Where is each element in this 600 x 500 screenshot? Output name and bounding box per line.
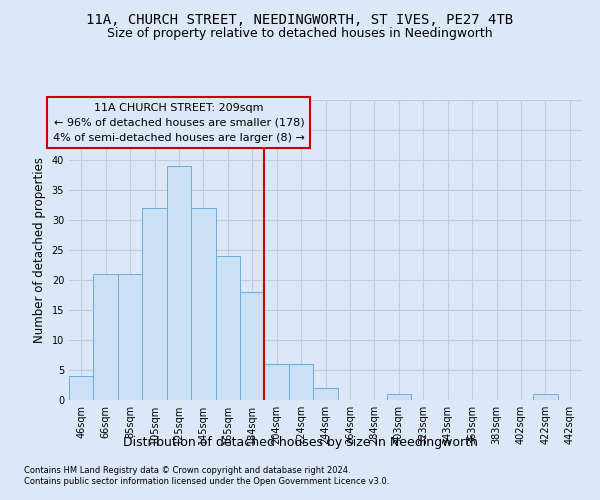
Bar <box>118 274 142 400</box>
Text: Distribution of detached houses by size in Needingworth: Distribution of detached houses by size … <box>122 436 478 449</box>
Bar <box>240 292 265 400</box>
Text: Contains public sector information licensed under the Open Government Licence v3: Contains public sector information licen… <box>24 477 389 486</box>
Bar <box>69 376 94 400</box>
Text: Contains HM Land Registry data © Crown copyright and database right 2024.: Contains HM Land Registry data © Crown c… <box>24 466 350 475</box>
Bar <box>289 364 313 400</box>
Y-axis label: Number of detached properties: Number of detached properties <box>33 157 46 343</box>
Bar <box>94 274 118 400</box>
Bar <box>313 388 338 400</box>
Text: Size of property relative to detached houses in Needingworth: Size of property relative to detached ho… <box>107 26 493 40</box>
Bar <box>386 394 411 400</box>
Bar <box>215 256 240 400</box>
Bar <box>191 208 215 400</box>
Bar <box>533 394 557 400</box>
Bar <box>142 208 167 400</box>
Text: 11A CHURCH STREET: 209sqm
← 96% of detached houses are smaller (178)
4% of semi-: 11A CHURCH STREET: 209sqm ← 96% of detac… <box>53 103 305 142</box>
Bar <box>265 364 289 400</box>
Text: 11A, CHURCH STREET, NEEDINGWORTH, ST IVES, PE27 4TB: 11A, CHURCH STREET, NEEDINGWORTH, ST IVE… <box>86 12 514 26</box>
Bar <box>167 166 191 400</box>
